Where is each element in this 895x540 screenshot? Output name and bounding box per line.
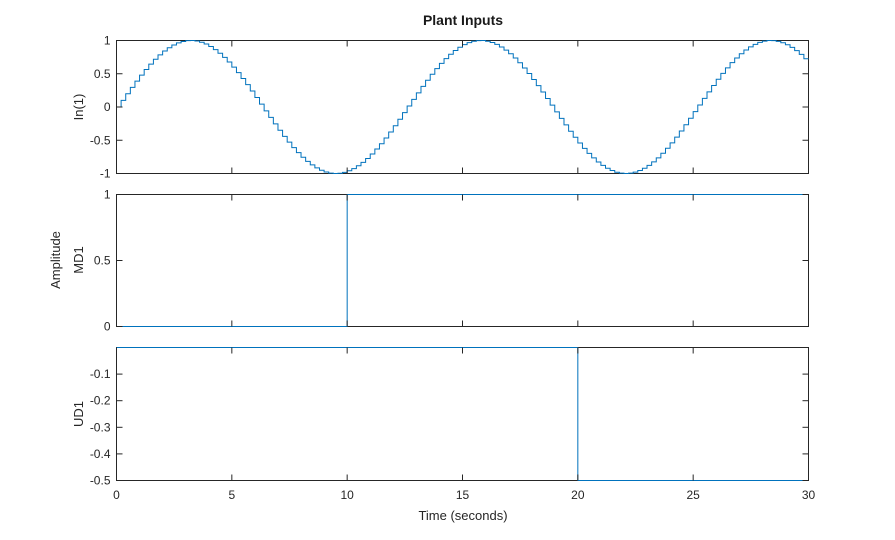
shared-ylabel: Amplitude xyxy=(48,231,63,289)
subplot-in1-ylabel: In(1) xyxy=(71,94,86,121)
x-tick-label: 10 xyxy=(340,488,354,502)
axis-ticks: 10.50-0.5-110.50-0.1-0.2-0.3-0.4-0.50 5 10… xyxy=(90,34,816,503)
y-tick-label: -0.1 xyxy=(90,367,111,381)
x-tick-label: 15 xyxy=(456,488,470,502)
x-tick-label: 30 xyxy=(802,488,816,502)
y-tick-label: 0 xyxy=(104,100,111,114)
y-tick-label: -0.2 xyxy=(90,394,111,408)
subplot-ud1-frame xyxy=(116,347,809,481)
y-tick-label: -1 xyxy=(100,167,111,181)
x-axis-label: Time (seconds) xyxy=(418,508,507,523)
y-tick-label: 0.5 xyxy=(94,254,111,268)
x-tick-label: 20 xyxy=(571,488,585,502)
y-tick-label: -0.3 xyxy=(90,420,111,434)
x-tick-label: 5 xyxy=(228,488,235,502)
x-tick-label: 0 xyxy=(113,488,120,502)
y-tick-label: -0.5 xyxy=(90,474,111,488)
y-tick-label: 1 xyxy=(104,188,111,202)
subplot-ud1-ylabel: UD1 xyxy=(71,401,86,427)
y-tick-label: 0 xyxy=(104,320,111,334)
y-tick-label: -0.4 xyxy=(90,447,111,461)
subplot-md1-ylabel: MD1 xyxy=(71,246,86,273)
chart-title: Plant Inputs xyxy=(423,12,503,28)
subplot-md1-frame xyxy=(116,194,809,327)
subplot-in1-frame xyxy=(116,40,809,174)
x-tick-label: 25 xyxy=(686,488,700,502)
y-tick-label: 1 xyxy=(104,34,111,48)
y-tick-label: -0.5 xyxy=(90,133,111,147)
y-tick-label: 0.5 xyxy=(94,67,111,81)
